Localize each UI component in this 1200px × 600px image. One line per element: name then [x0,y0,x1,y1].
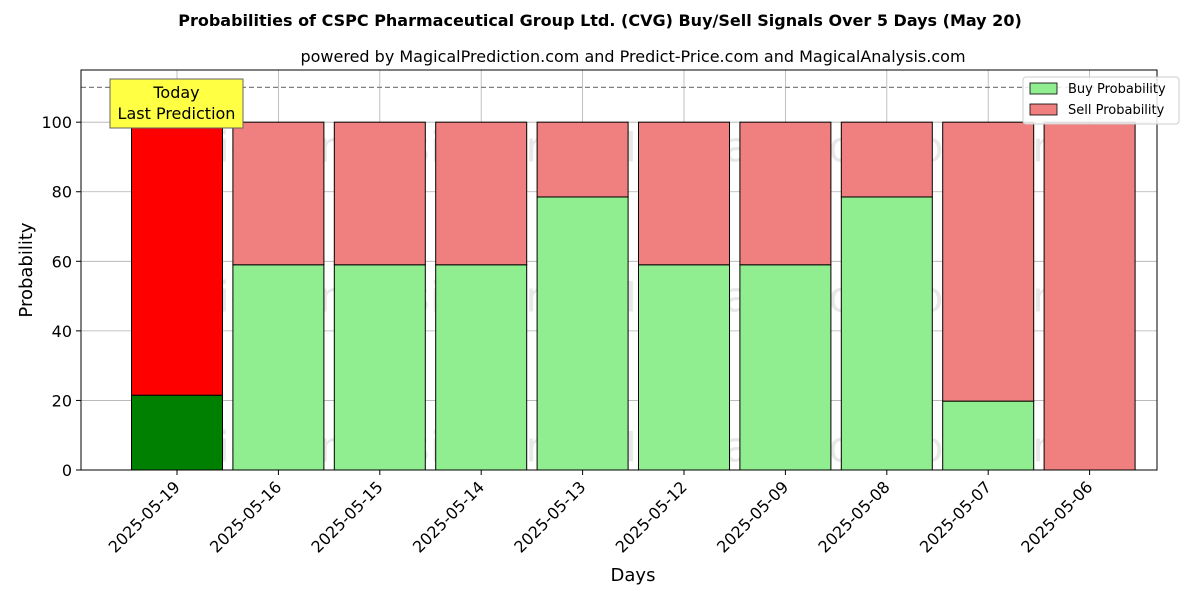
chart-title: Probabilities of CSPC Pharmaceutical Gro… [178,11,1022,30]
bar-sell-2025-05-07 [942,121,1035,402]
bar-buy-2025-05-13 [536,196,629,471]
bar-sell-2025-05-16 [232,121,325,266]
x-tick-label: 2025-05-07 [916,477,995,556]
bar-buy-2025-05-14 [435,264,528,471]
annotation-box: Today Last Prediction [109,78,244,129]
legend-frame [1022,76,1180,125]
y-axis-label: Probability [16,222,37,317]
legend-label-sell: Sell Probability [1068,103,1165,118]
x-tick-label: 2025-05-16 [206,477,285,556]
y-axis-ticks: 0 20 40 60 80 100 [41,113,81,480]
bars [131,121,1136,471]
bar-buy-2025-05-08 [840,196,933,471]
chart-subtitle: powered by MagicalPrediction.com and Pre… [300,47,965,66]
x-tick-label: 2025-05-19 [105,477,184,556]
x-tick-label: 2025-05-08 [814,477,893,556]
y-tick-label: 80 [52,183,72,202]
x-tick-label: 2025-05-13 [510,477,589,556]
bar-sell-2025-05-14 [435,121,528,266]
x-axis-label: Days [611,565,656,586]
annotation-line-2: Last Prediction [118,104,236,123]
y-tick-label: 40 [52,322,72,341]
y-tick-label: 0 [62,461,72,480]
bar-sell-2025-05-15 [333,121,426,266]
bar-sell-2025-05-09 [739,121,832,266]
bar-sell-2025-05-12 [638,121,730,266]
bar-sell-2025-05-08 [840,121,933,198]
annotation-line-1: Today [152,83,199,102]
bar-buy-2025-05-16 [232,264,325,471]
x-axis-ticks: 2025-05-19 2025-05-16 2025-05-15 2025-05-14… [105,470,1096,557]
bar-sell-2025-05-19 [131,121,223,396]
legend-swatch-buy [1029,82,1058,95]
bar-sell-2025-05-06 [1043,121,1136,471]
plot-frame [80,69,1158,471]
x-tick-label: 2025-05-09 [713,477,792,556]
y-tick-label: 60 [52,252,72,271]
bar-buy-2025-05-19 [131,394,223,471]
bar-buy-2025-05-12 [638,264,730,471]
bar-buy-2025-05-15 [333,264,426,471]
legend: Buy Probability Sell Probability [1022,76,1180,125]
x-tick-label: 2025-05-15 [307,477,386,556]
bar-sell-2025-05-13 [536,121,629,198]
bar-buy-2025-05-09 [739,264,832,471]
x-tick-label: 2025-05-12 [612,477,691,556]
x-tick-label: 2025-05-06 [1017,477,1096,556]
bar-buy-2025-05-07 [942,400,1035,471]
y-tick-label: 20 [52,391,72,410]
x-tick-label: 2025-05-14 [409,477,488,556]
legend-swatch-sell [1029,103,1058,116]
annotation-background [109,78,244,129]
y-tick-label: 100 [41,113,72,132]
legend-label-buy: Buy Probability [1068,82,1166,97]
